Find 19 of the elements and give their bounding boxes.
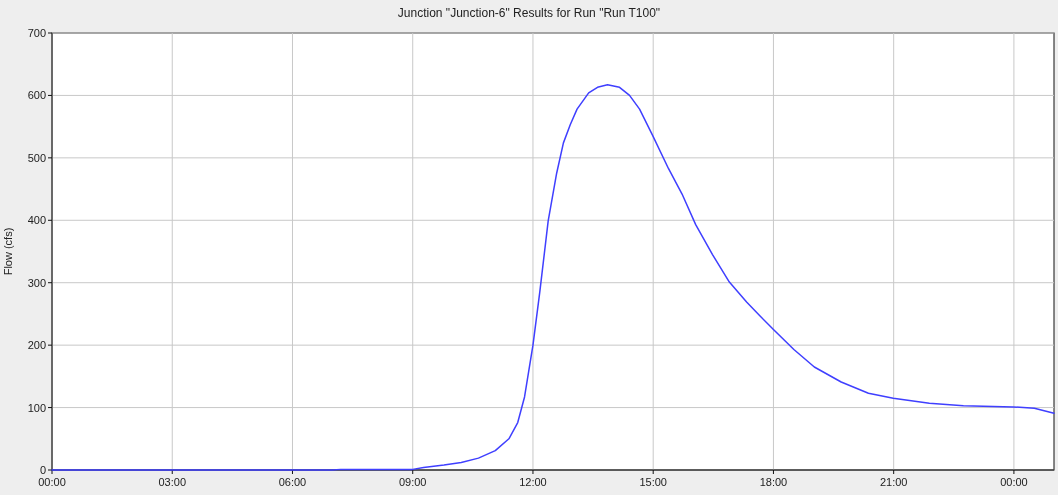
x-tick-label: 03:00 (158, 476, 187, 488)
x-tick-label: 21:00 (879, 476, 908, 488)
x-tick-label: 18:00 (759, 476, 788, 488)
x-tick-label: 15:00 (639, 476, 667, 488)
y-tick-label: 400 (27, 214, 46, 227)
x-tick-label: 00:00 (1000, 476, 1028, 488)
x-tick-label: 09:00 (398, 476, 427, 488)
y-axis-title: Flow (cfs) (2, 227, 14, 276)
x-tick-label: 12:00 (519, 476, 547, 488)
chart-title: Junction "Junction-6" Results for Run "Run T100" (397, 6, 661, 20)
x-tick-label: 00:00 (38, 476, 66, 488)
y-tick-label: 700 (27, 27, 46, 39)
y-tick-label: 200 (27, 339, 46, 352)
y-tick-label: 100 (27, 401, 46, 414)
y-tick-label: 0 (39, 464, 46, 476)
y-tick-label: 300 (27, 276, 46, 289)
y-tick-label: 600 (27, 89, 46, 102)
x-tick-label: 06:00 (278, 476, 307, 488)
y-tick-label: 500 (27, 151, 46, 164)
